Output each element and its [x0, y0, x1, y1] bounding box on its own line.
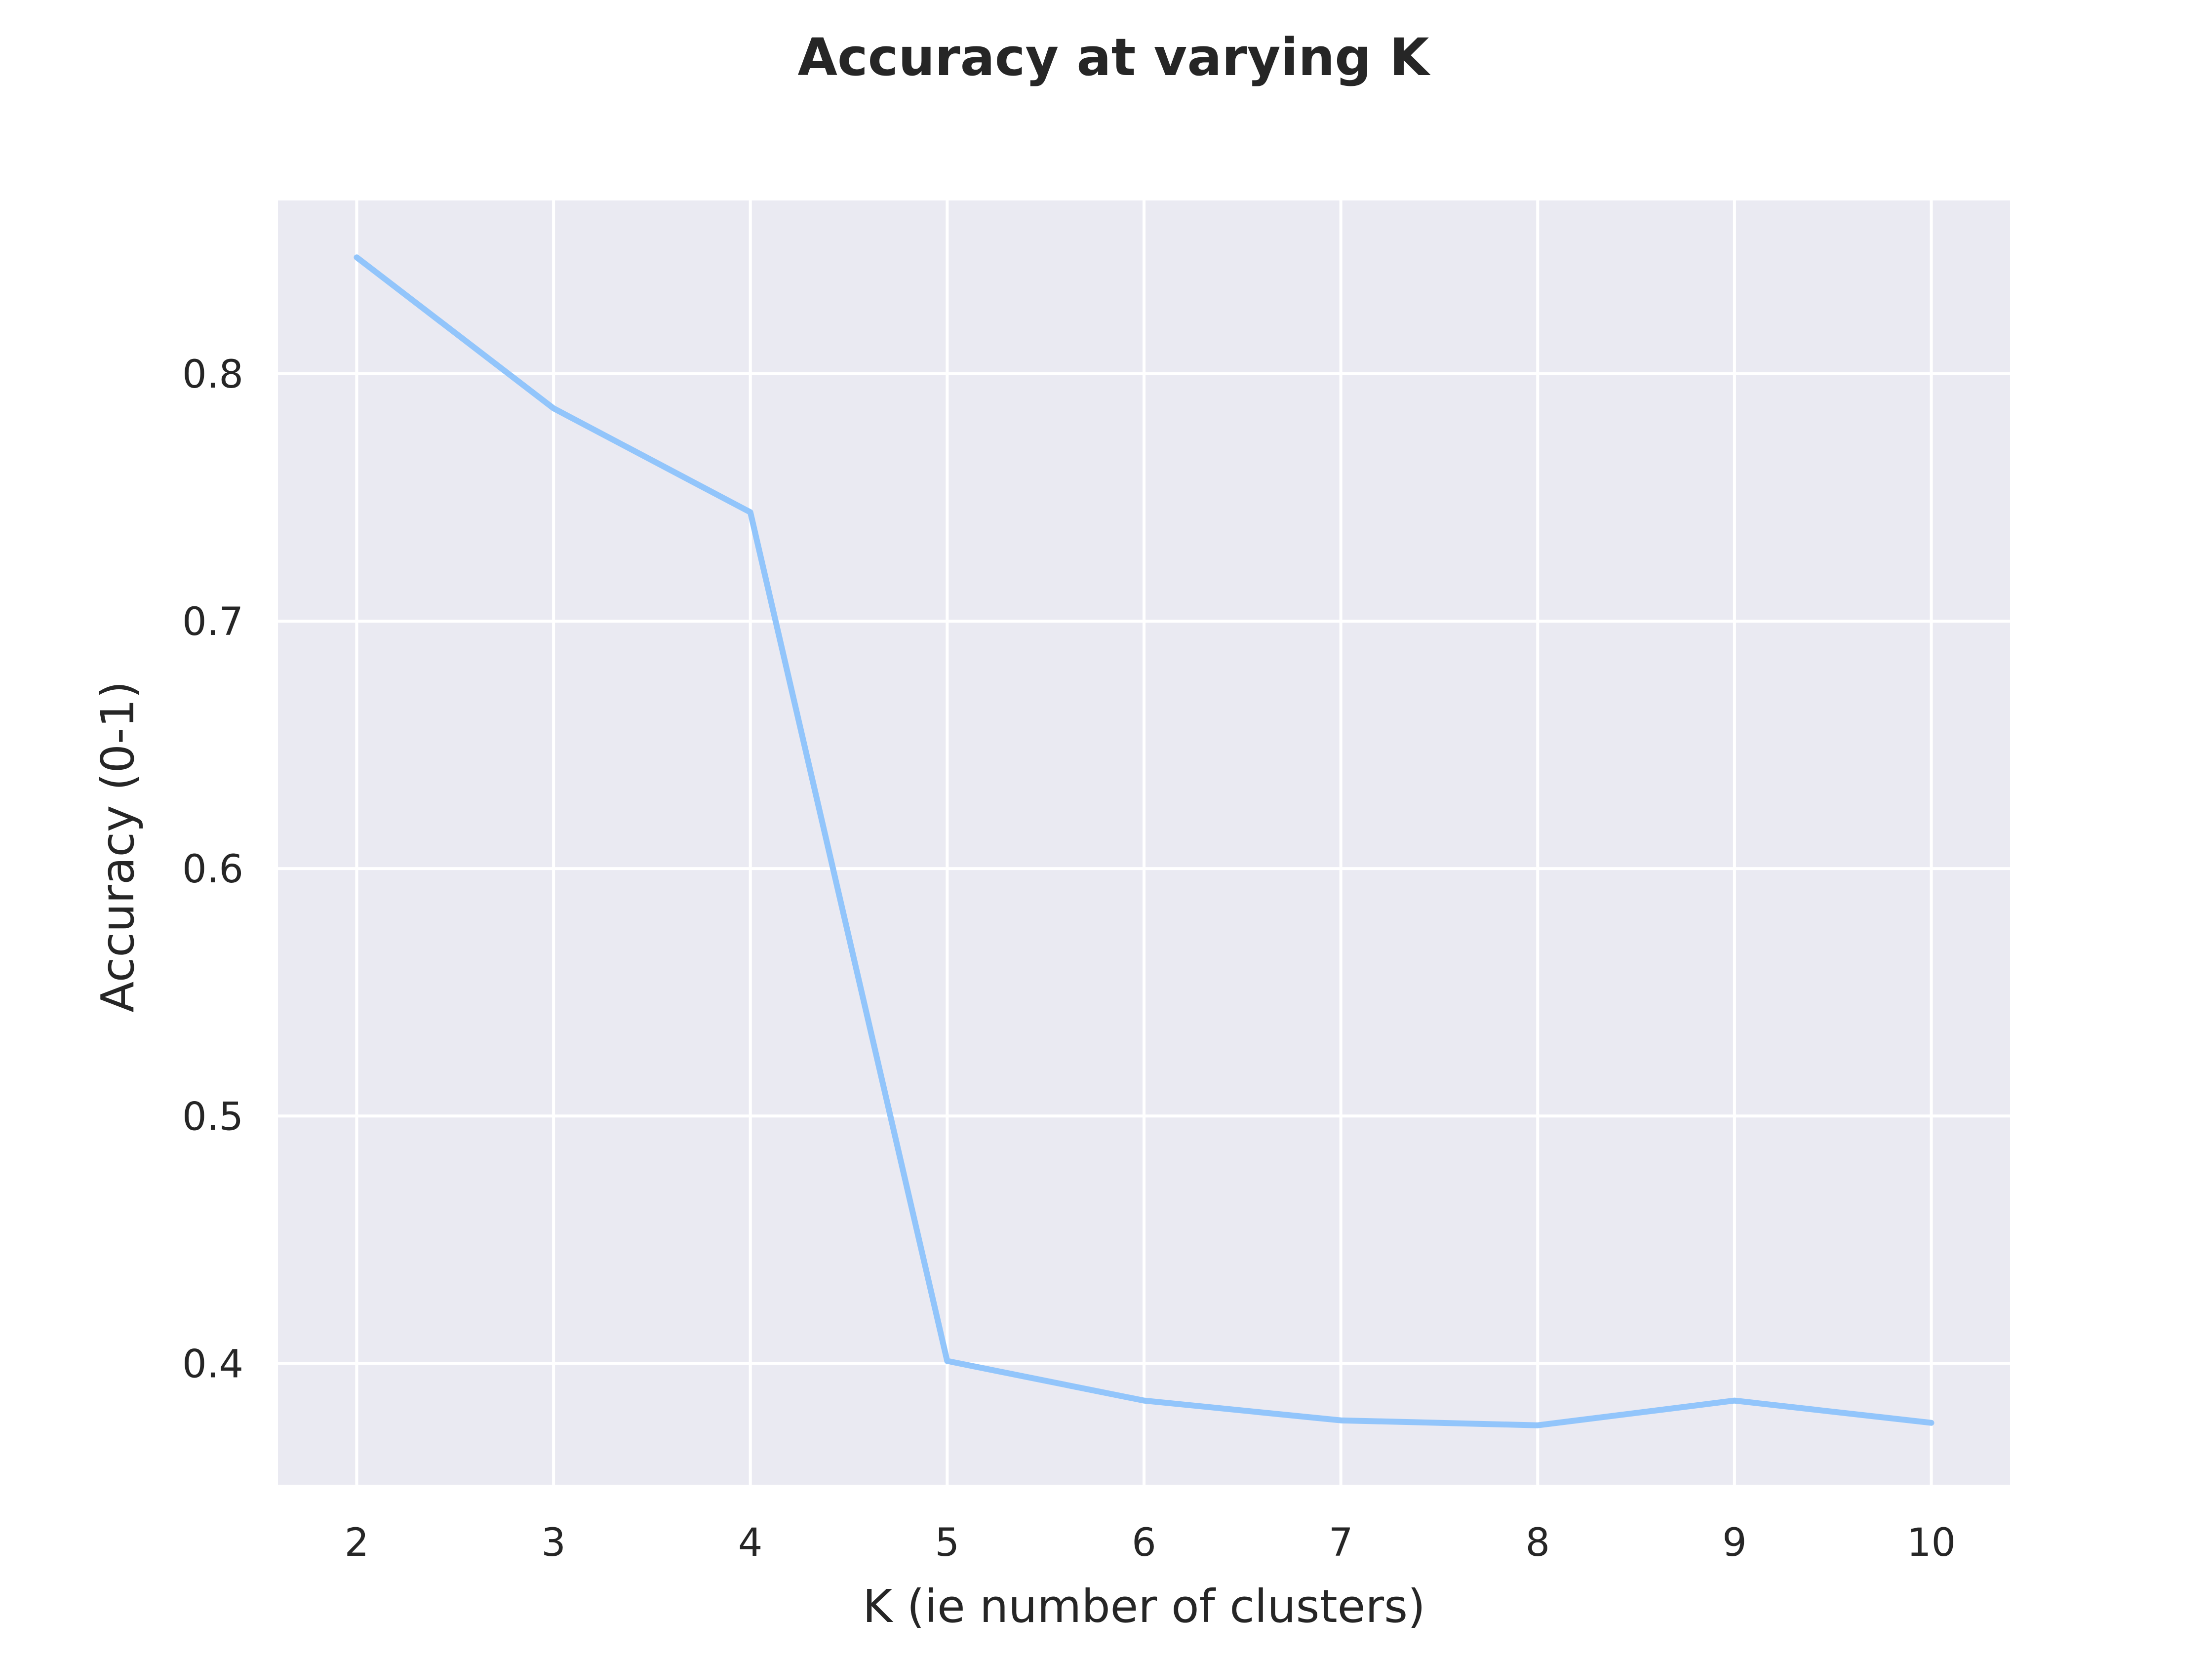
x-tick-7: 7	[1329, 1521, 1353, 1565]
x-tick-6: 6	[1132, 1521, 1156, 1565]
x-tick-3: 3	[541, 1521, 566, 1565]
y-tick-0.4: 0.4	[182, 1342, 243, 1386]
chart-title: Accuracy at varying K	[797, 27, 1430, 87]
y-axis-label: Accuracy (0-1)	[91, 681, 144, 1012]
y-tick-0.8: 0.8	[182, 353, 243, 397]
x-tick-5: 5	[935, 1521, 960, 1565]
x-tick-4: 4	[738, 1521, 763, 1565]
grid-lines	[278, 200, 2010, 1485]
y-tick-0.6: 0.6	[182, 847, 243, 892]
y-tick-labels: 0.4 0.5 0.6 0.7 0.8	[182, 353, 243, 1387]
x-tick-8: 8	[1525, 1521, 1550, 1565]
y-tick-0.5: 0.5	[182, 1095, 243, 1139]
y-tick-0.7: 0.7	[182, 600, 243, 644]
x-tick-2: 2	[345, 1521, 369, 1565]
x-tick-10: 10	[1907, 1521, 1956, 1565]
series-line-0	[354, 254, 1935, 1428]
x-tick-9: 9	[1722, 1521, 1747, 1565]
x-tick-labels: 2 3 4 5 6 7 8 9 10	[345, 1521, 1956, 1565]
series-group	[354, 254, 1935, 1428]
x-axis-label: K (ie number of clusters)	[863, 1580, 1425, 1633]
